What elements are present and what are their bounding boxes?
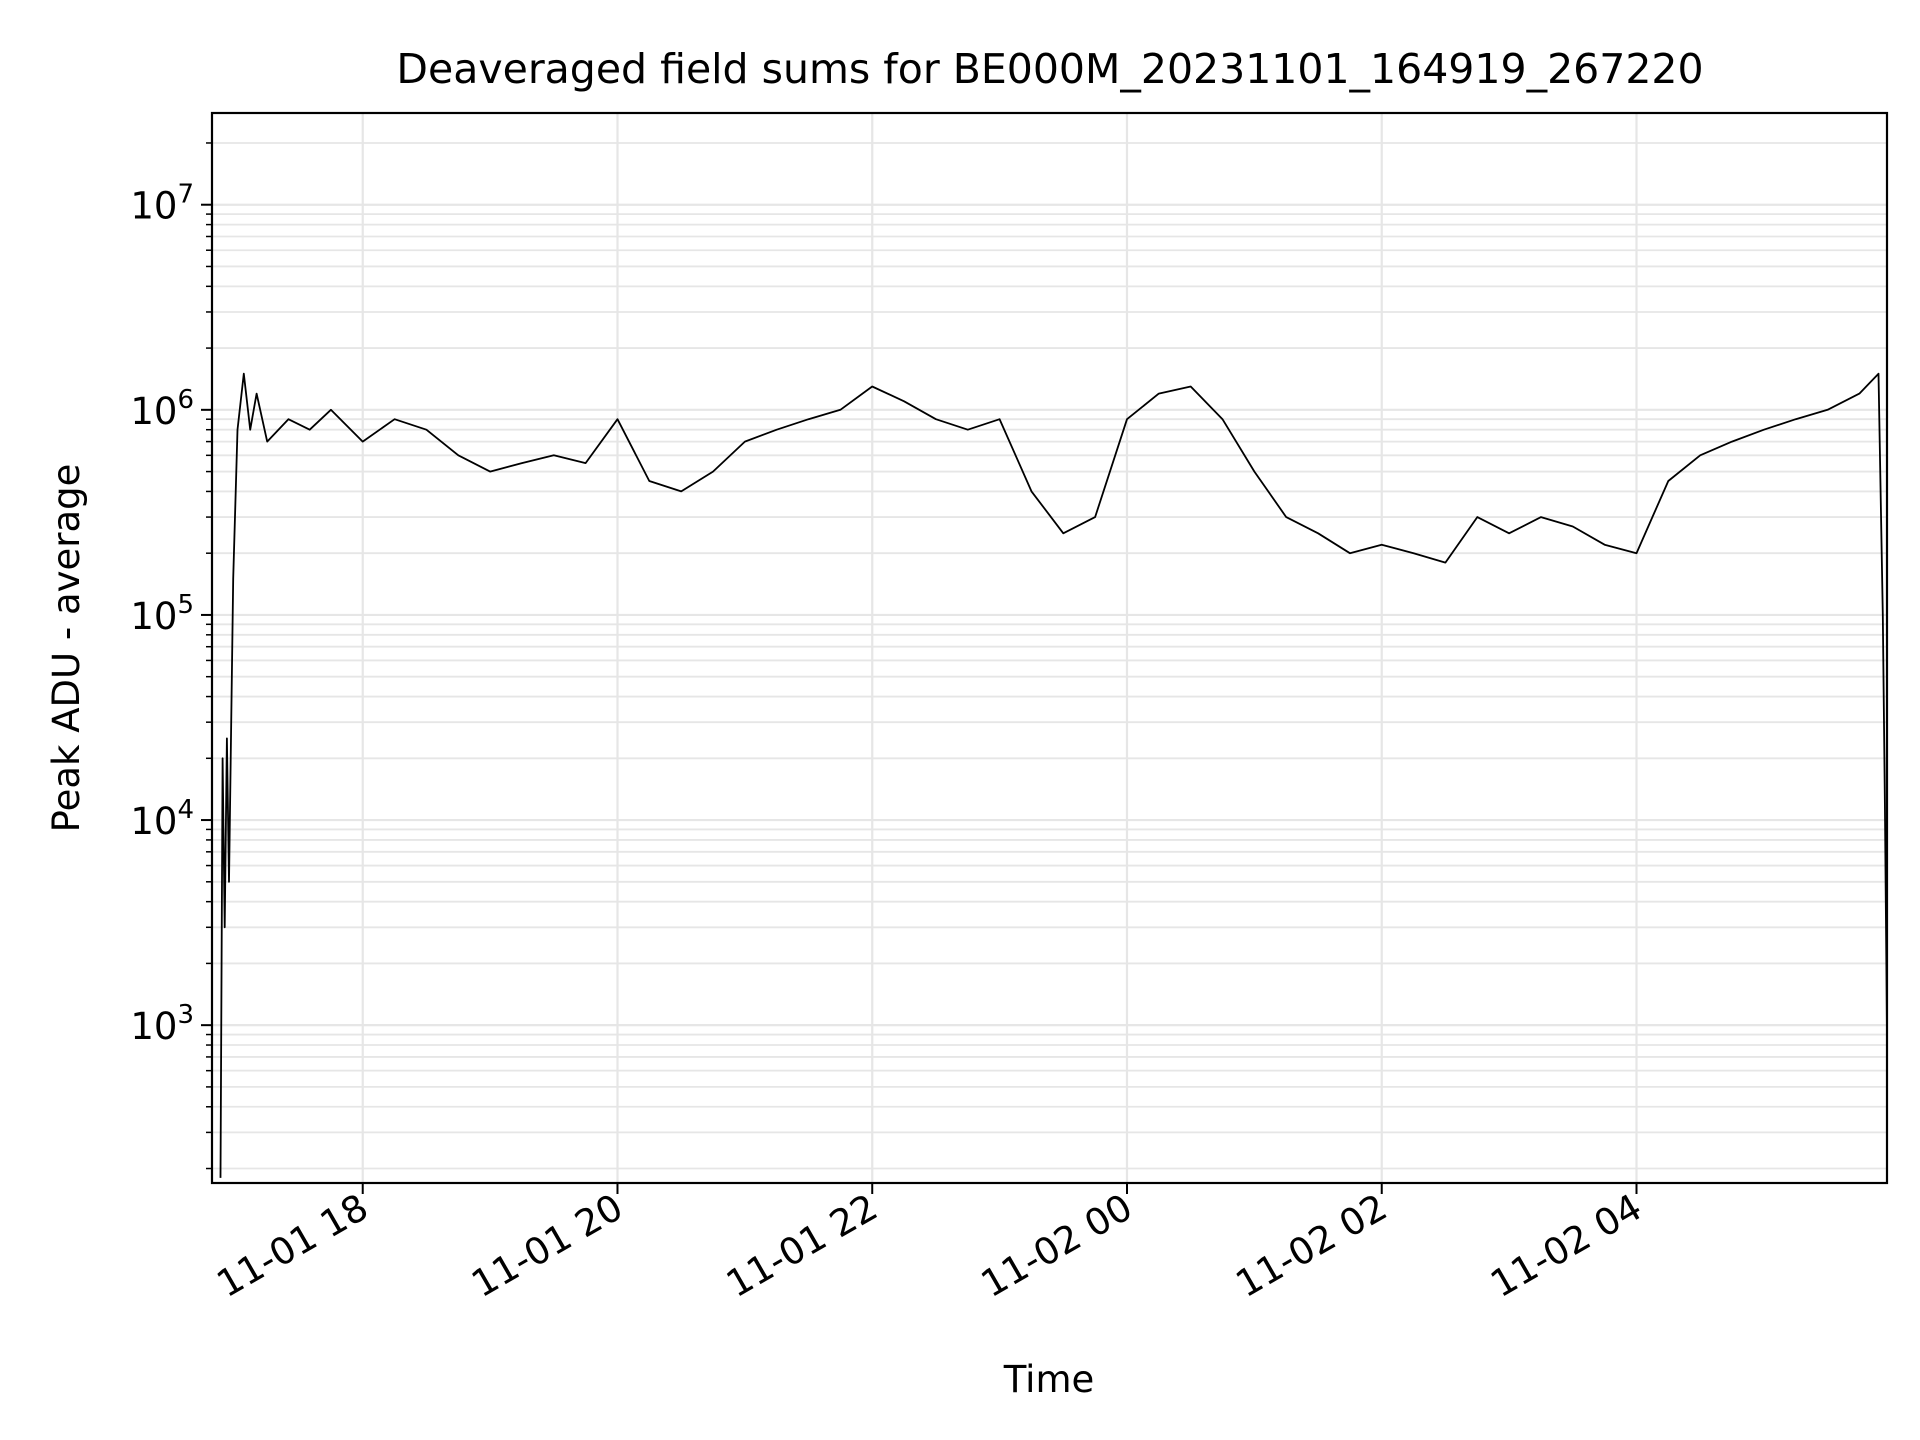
y-tick-label: 105 (130, 590, 194, 638)
y-axis-label: Peak ADU - average (45, 464, 88, 833)
data-line-layer (219, 372, 1888, 1178)
grid (212, 113, 1887, 1183)
y-axis-ticks: 103 104 105 106 107 (130, 142, 212, 1170)
y-tick-label: 106 (130, 385, 194, 433)
plot-frame (210, 111, 1889, 1185)
y-tick-label: 107 (130, 180, 194, 228)
x-axis-label: Time (1003, 1358, 1095, 1401)
y-tick-label: 103 (130, 1000, 194, 1048)
chart-title: Deaveraged field sums for BE000M_2023110… (396, 45, 1703, 93)
series-line (219, 372, 1888, 1178)
y-tick-label: 104 (130, 795, 194, 843)
